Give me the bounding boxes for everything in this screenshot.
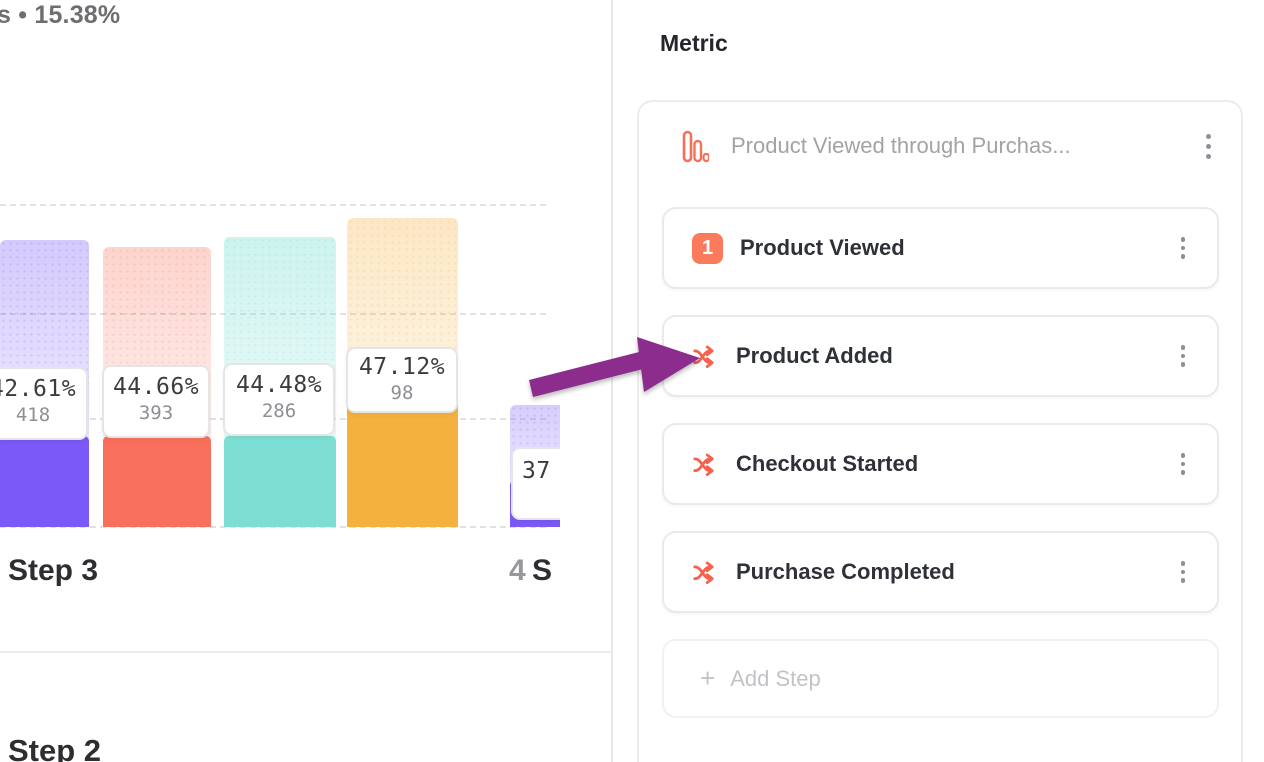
step-label: Product Viewed: [740, 235, 905, 260]
metric-card-header[interactable]: Product Viewed through Purchas...: [637, 118, 1243, 174]
step-kebab-menu[interactable]: [1180, 237, 1185, 259]
bar-4-value-label: 47.12% 98: [346, 347, 458, 413]
bar-1-percent: 42.61%: [0, 376, 77, 402]
section-divider: [0, 651, 611, 653]
gridline: [0, 204, 546, 206]
bar-2[interactable]: [103, 436, 211, 527]
shuffle-icon: [693, 561, 714, 584]
panel-divider: [611, 0, 613, 762]
bar-3-count: 286: [261, 400, 297, 422]
step-kebab-menu[interactable]: [1180, 453, 1185, 475]
bar-5-percent: 37: [522, 458, 551, 484]
shuffle-icon: [693, 345, 714, 368]
conversion-legend-text: s • 15.38%: [0, 1, 121, 29]
step-number-badge: 1: [692, 232, 723, 264]
funnel-step-checkout-started[interactable]: Checkout Started: [662, 423, 1219, 505]
step-kebab-menu[interactable]: [1180, 561, 1185, 583]
gridline: [0, 313, 546, 315]
funnel-chart: 42.61% 418 44.66% 393 44.48% 286 47.12% …: [0, 0, 560, 608]
metric-panel-heading: Metric: [660, 30, 728, 56]
axis-label-number: 4: [509, 554, 526, 587]
bar-1-count: 418: [15, 404, 51, 426]
section-label-step-2: Step 2: [8, 733, 102, 762]
step-label: Purchase Completed: [736, 559, 955, 584]
shuffle-icon: [693, 453, 714, 476]
add-step-button[interactable]: + Add Step: [662, 639, 1219, 718]
step-kebab-menu[interactable]: [1180, 345, 1185, 367]
bar-3-value-label: 44.48% 286: [223, 363, 335, 436]
plus-icon: +: [700, 663, 716, 693]
add-step-label: Add Step: [730, 665, 821, 691]
bar-1-value-label: 42.61% 418: [0, 367, 88, 440]
bar-2-value-label: 44.66% 393: [102, 365, 210, 438]
bar-4-count: 98: [390, 382, 414, 404]
bar-3[interactable]: [224, 436, 336, 527]
metric-title: Product Viewed through Purchas...: [731, 133, 1071, 158]
gridline-baseline: [0, 526, 546, 528]
bar-2-percent: 44.66%: [112, 374, 200, 400]
axis-label-partial: S: [532, 554, 553, 587]
funnel-step-purchase-completed[interactable]: Purchase Completed: [662, 531, 1219, 613]
bar-4-percent: 47.12%: [358, 354, 446, 380]
step-label: Product Added: [736, 343, 893, 368]
metric-kebab-menu[interactable]: [1206, 133, 1211, 159]
bar-2-count: 393: [138, 402, 174, 424]
bar-1[interactable]: [0, 436, 89, 527]
bar-3-percent: 44.48%: [235, 372, 323, 398]
funnel-step-product-viewed[interactable]: 1 Product Viewed: [662, 207, 1219, 289]
funnel-step-product-added[interactable]: Product Added: [662, 315, 1219, 397]
step-label: Checkout Started: [736, 451, 919, 476]
section-label-step-3: Step 3: [8, 554, 99, 587]
funnel-chart-icon: [682, 130, 709, 162]
bar-5-value-label: 37: [511, 447, 560, 520]
